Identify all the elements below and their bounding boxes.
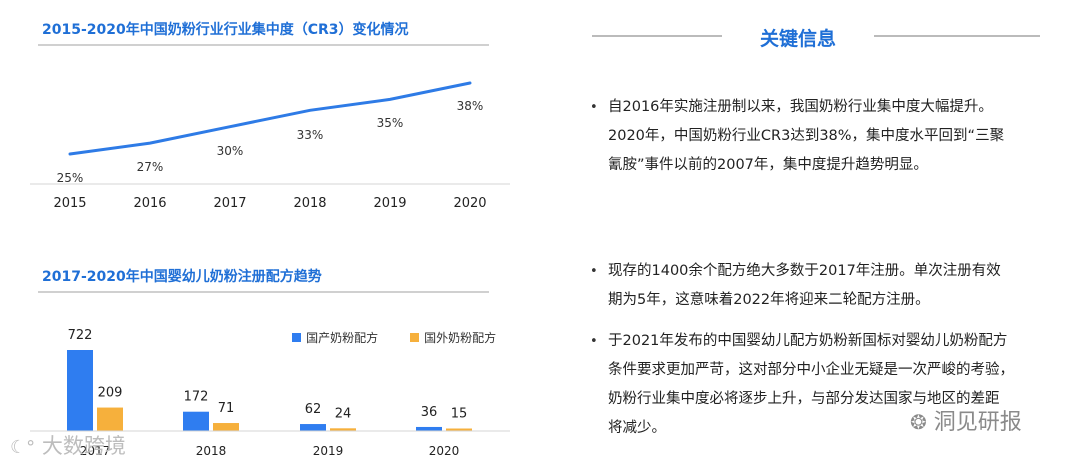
bullet-item-2: • 现存的1400余个配方绝大多数于2017年注册。单次注册有效 期为5年，这意… [590,257,1058,315]
bar-domestic [67,350,93,431]
watermark-logo-icon: ☾° [10,437,36,458]
formula-x-tick: 2020 [429,444,460,458]
cr3-data-label: 35% [377,116,404,130]
cr3-x-tick: 2018 [293,196,326,211]
cr3-title-divider [38,44,489,46]
bullet-line: 现存的1400余个配方绝大多数于2017年注册。单次注册有效 [608,263,1001,279]
bar-domestic [416,426,442,431]
cr3-x-tick: 2017 [213,196,246,211]
watermark-left-text: 大数跨境 [41,434,126,458]
bullet-line: 奶粉行业集中度必将逐步上升，与部分发达国家与地区的差距 [608,391,1000,407]
legend-domestic-swatch [292,333,301,342]
legend-domestic-label: 国产奶粉配方 [306,331,379,345]
bar-domestic-label: 172 [184,390,209,405]
cr3-series-line [68,81,472,156]
watermark-right: ❂ 洞见研报 [910,404,1022,436]
bullet-line: 于2021年发布的中国婴幼儿配方奶粉新国标对婴幼儿奶粉配方 [608,333,1008,349]
bullet-dot: • [590,100,598,115]
bar-foreign-label: 71 [218,401,235,416]
formula-x-tick: 2019 [313,444,344,458]
bar-domestic-label: 722 [68,328,93,343]
formula-chart-title: 2017-2020年中国婴幼儿奶粉注册配方趋势 [42,269,322,285]
bar-foreign [213,423,239,431]
cr3-data-label: 38% [457,99,484,113]
watermark-right-text: 洞见研报 [933,410,1022,435]
key-title-rule-left [592,35,722,37]
bullet-line: 氰胺”事件以前的2007年，集中度提升趋势明显。 [608,157,928,173]
legend-foreign: 国外奶粉配方 [410,327,496,346]
bar-domestic [183,411,209,431]
cr3-x-tick: 2020 [453,196,486,211]
bullet-line: 2020年，中国奶粉行业CR3达到38%，集中度水平回到“三聚 [608,128,1005,144]
bar-foreign [97,407,123,431]
cr3-data-label: 33% [297,128,324,142]
key-title-rule-right [874,35,1040,37]
bullet-item-3: • 于2021年发布的中国婴幼儿配方奶粉新国标对婴幼儿奶粉配方 条件要求更加严苛… [590,327,1058,443]
cr3-data-label: 25% [57,171,84,185]
formula-x-tick: 2018 [196,444,227,458]
legend-domestic: 国产奶粉配方 [292,327,378,346]
bullet-item-1: • 自2016年实施注册制以来，我国奶粉行业集中度大幅提升。 2020年，中国奶… [590,93,1058,180]
bar-foreign [330,428,356,431]
bar-domestic [300,424,326,431]
formula-x-tick: 2017 [80,444,111,458]
cr3-data-label: 27% [137,160,164,174]
cr3-x-tick: 2015 [53,196,86,211]
bar-foreign [446,428,472,431]
bullet-dot: • [590,334,598,349]
cr3-chart-title: 2015-2020年中国奶粉行业行业集中度（CR3）变化情况 [42,22,409,38]
bar-foreign-label: 15 [451,407,468,422]
bullet-line: 期为5年，这意味着2022年将迎来二轮配方注册。 [608,292,930,308]
legend-foreign-swatch [410,333,419,342]
key-info-title: 关键信息 [759,28,836,50]
wechat-icon: ❂ [910,410,927,434]
bullet-line: 条件要求更加严苛，这对部分中小企业无疑是一次严峻的考验， [608,362,1014,378]
cr3-x-tick: 2016 [133,196,166,211]
cr3-data-label: 30% [217,144,244,158]
cr3-x-tick: 2019 [373,196,406,211]
legend-foreign-label: 国外奶粉配方 [424,331,497,345]
bullet-line: 将减少。 [608,420,666,436]
bullet-line: 自2016年实施注册制以来，我国奶粉行业集中度大幅提升。 [608,99,993,115]
bar-foreign-label: 24 [335,406,352,421]
formula-title-divider [38,291,489,293]
bar-foreign-label: 209 [98,386,123,401]
bullet-dot: • [590,264,598,279]
watermark-left: ☾° 大数跨境 [10,430,126,460]
bar-domestic-label: 36 [421,405,438,420]
bar-domestic-label: 62 [305,402,322,417]
